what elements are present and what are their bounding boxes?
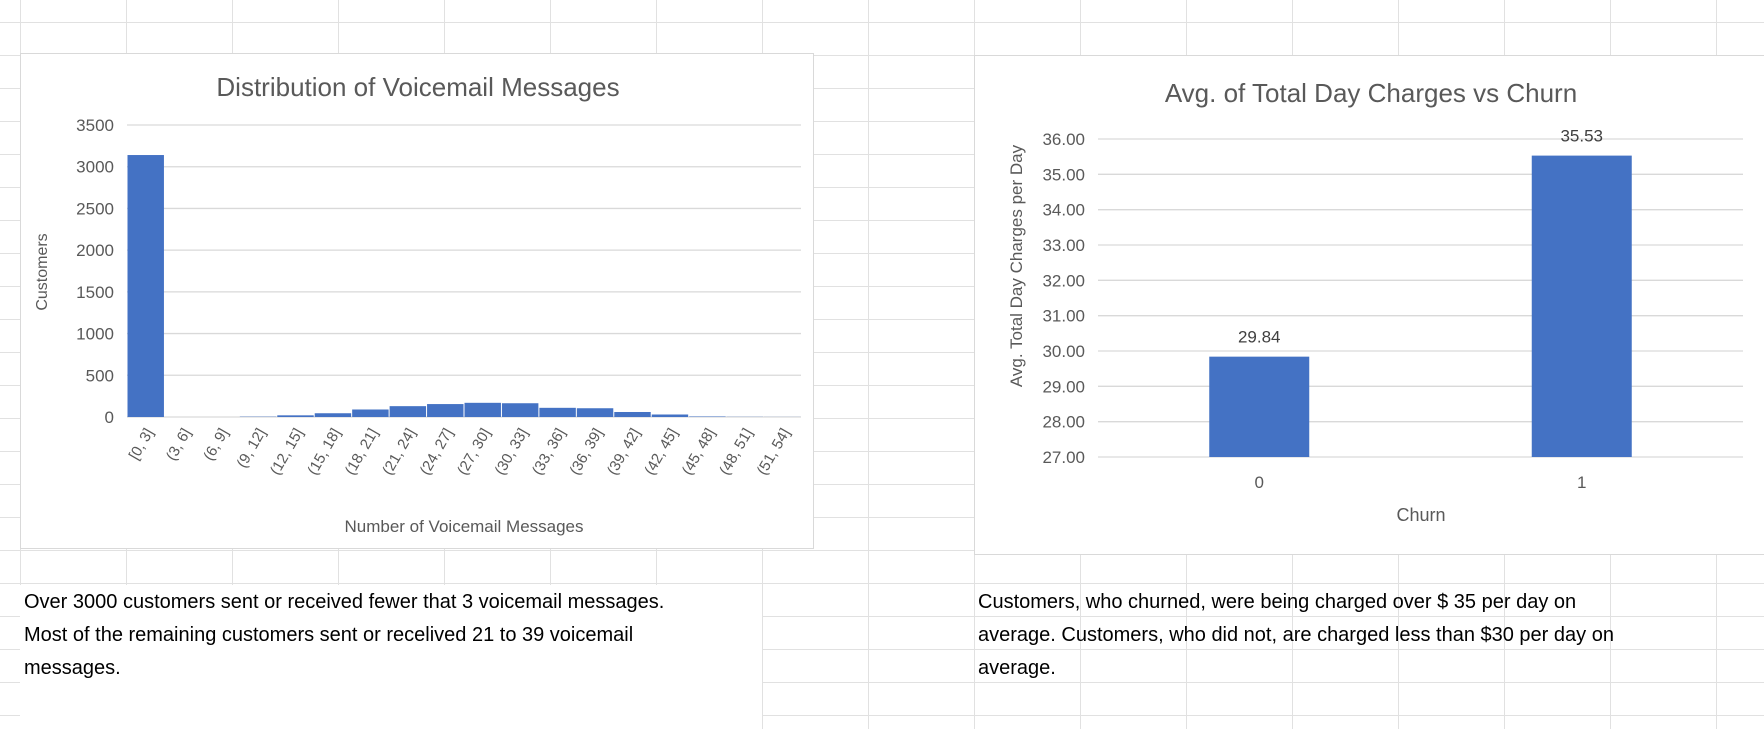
x-tick-label: (45, 48] <box>679 426 719 479</box>
x-tick-label: [0, 3] <box>126 426 157 463</box>
x-tick-label: (42, 45] <box>641 426 681 479</box>
x-tick-label: 1 <box>1577 473 1586 492</box>
voicemail-histogram-plot: Distribution of Voicemail Messages Custo… <box>34 72 801 536</box>
right-note[interactable]: Customers, who churned, were being charg… <box>978 586 1758 685</box>
histogram-bar <box>314 413 352 417</box>
day-charges-plot: Avg. of Total Day Charges vs Churn Avg. … <box>1007 78 1743 525</box>
histogram-bar <box>614 411 651 417</box>
y-tick-label: 33.00 <box>1042 236 1085 255</box>
note-line: messages. <box>24 657 121 679</box>
y-tick-label: 34.00 <box>1042 201 1085 220</box>
histogram-bar <box>464 402 501 417</box>
note-line: Customers, who churned, were being charg… <box>978 591 1577 613</box>
y-tick-label: 0 <box>105 408 114 427</box>
x-axis-title: Number of Voicemail Messages <box>344 517 583 536</box>
histogram-bar <box>127 155 164 417</box>
y-axis-title: Customers <box>34 233 51 310</box>
x-tick-label: (15, 18] <box>304 426 344 479</box>
data-label: 29.84 <box>1238 328 1281 347</box>
x-tick-label: (48, 51] <box>716 426 756 479</box>
histogram-bar <box>352 409 389 417</box>
left-note[interactable]: Over 3000 customers sent or received few… <box>24 586 784 685</box>
y-tick-label: 1000 <box>76 325 114 344</box>
x-axis-title: Churn <box>1396 505 1445 525</box>
y-tick-label: 2500 <box>76 199 114 218</box>
histogram-bar <box>427 404 464 417</box>
y-tick-label: 29.00 <box>1042 377 1085 396</box>
chart-title: Distribution of Voicemail Messages <box>216 72 619 102</box>
x-tick-label: (24, 27] <box>417 426 457 479</box>
y-tick-label: 27.00 <box>1042 448 1085 467</box>
y-tick-label: 500 <box>86 366 114 385</box>
voicemail-histogram-chart[interactable]: Distribution of Voicemail Messages Custo… <box>20 53 814 549</box>
x-tick-label: (51, 54] <box>754 426 794 479</box>
x-tick-label: (33, 36] <box>529 426 569 479</box>
x-tick-label: 0 <box>1255 473 1264 492</box>
x-tick-label: (18, 21] <box>342 426 382 479</box>
y-tick-label: 3000 <box>76 158 114 177</box>
x-tick-label: (12, 15] <box>267 426 307 479</box>
histogram-bar <box>651 414 689 417</box>
x-tick-label: (36, 39] <box>566 426 606 479</box>
x-tick-label: (30, 33] <box>491 426 531 479</box>
y-tick-label: 35.00 <box>1042 165 1085 184</box>
x-tick-label: (9, 12] <box>234 426 270 471</box>
y-tick-label: 3500 <box>76 116 114 135</box>
x-tick-label: (27, 30] <box>454 426 494 479</box>
y-tick-label: 28.00 <box>1042 413 1085 432</box>
x-tick-label: (6, 9] <box>200 426 232 464</box>
y-axis-title: Avg. Total Day Charges per Day <box>1007 144 1026 387</box>
data-label: 35.53 <box>1560 127 1603 146</box>
note-line: average. <box>978 657 1056 679</box>
y-tick-label: 2000 <box>76 241 114 260</box>
histogram-bar <box>689 416 726 417</box>
note-line: Most of the remaining customers sent or … <box>24 624 634 646</box>
y-tick-label: 36.00 <box>1042 130 1085 149</box>
churn-bar <box>1531 155 1632 457</box>
note-line: average. Customers, who did not, are cha… <box>978 624 1614 646</box>
y-tick-label: 1500 <box>76 283 114 302</box>
day-charges-vs-churn-chart[interactable]: Avg. of Total Day Charges vs Churn Avg. … <box>974 55 1764 555</box>
chart-title: Avg. of Total Day Charges vs Churn <box>1165 78 1577 108</box>
histogram-bar <box>501 403 539 417</box>
histogram-bar <box>389 406 427 417</box>
x-tick-label: (21, 24] <box>379 426 419 479</box>
note-line: Over 3000 customers sent or received few… <box>24 591 665 613</box>
x-tick-label: (39, 42] <box>604 426 644 479</box>
x-tick-label: (3, 6] <box>163 426 195 464</box>
y-tick-label: 30.00 <box>1042 342 1085 361</box>
y-tick-label: 32.00 <box>1042 271 1085 290</box>
churn-bar <box>1209 356 1310 457</box>
histogram-bar <box>576 408 614 417</box>
histogram-bar <box>539 407 576 417</box>
y-tick-label: 31.00 <box>1042 307 1085 326</box>
histogram-bar <box>277 415 314 417</box>
